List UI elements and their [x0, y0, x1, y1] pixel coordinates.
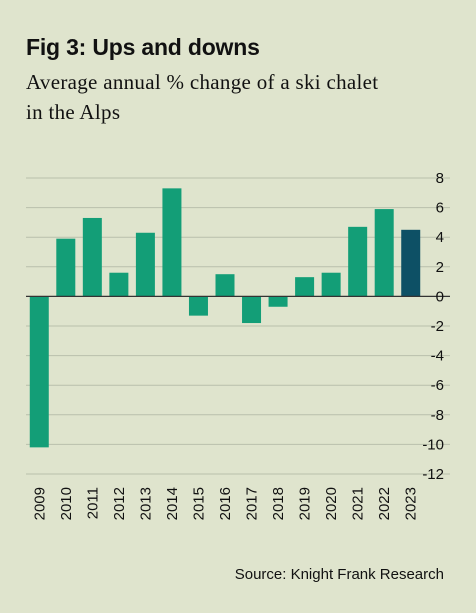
x-axis-ticks: 2009 2010 2011 2012 2013 2014 2015 2016 2017 2018… [31, 487, 419, 520]
y-tick-label: 2 [436, 259, 444, 276]
y-tick-label: -4 [431, 348, 444, 365]
bar-2022 [374, 209, 394, 297]
x-tick-label: 2012 [111, 487, 128, 520]
x-tick-label: 2011 [84, 487, 101, 519]
y-tick-label: 6 [436, 200, 444, 217]
y-tick-label: 0 [436, 288, 444, 305]
y-tick-label: -2 [431, 318, 444, 335]
y-tick-label: -10 [422, 436, 444, 453]
y-axis-ticks: 8 6 4 2 0 -2 -4 -6 -8 -10 -12 [422, 170, 444, 483]
bar-2016 [215, 274, 235, 297]
x-tick-label: 2022 [376, 487, 393, 520]
x-tick-label: 2009 [31, 487, 48, 520]
x-tick-label: 2017 [244, 487, 261, 520]
chart-subtitle: Average annual % change of a ski chalet … [26, 70, 379, 124]
bar-2013 [135, 232, 155, 297]
x-tick-label: 2021 [350, 487, 367, 520]
bar-2020 [321, 272, 341, 297]
bar-2011 [82, 217, 102, 297]
x-tick-label: 2019 [297, 487, 314, 520]
bar-2023 [401, 229, 421, 297]
bar-2018 [268, 296, 288, 307]
y-tick-label: 4 [436, 229, 444, 246]
bar-2021 [348, 226, 368, 297]
chart-title: Fig 3: Ups and downs [26, 34, 260, 60]
y-tick-label: 8 [436, 170, 444, 187]
x-tick-label: 2018 [270, 487, 287, 520]
source-note: Source: Knight Frank Research [234, 566, 444, 583]
y-tick-label: -8 [431, 407, 444, 424]
x-tick-label: 2016 [217, 487, 234, 520]
y-tick-label: -12 [422, 466, 444, 483]
x-tick-label: 2013 [137, 487, 154, 520]
bars [29, 188, 421, 448]
x-tick-label: 2014 [164, 487, 181, 520]
x-tick-label: 2020 [323, 487, 340, 520]
bar-2012 [109, 272, 129, 297]
x-tick-label: 2010 [58, 487, 75, 520]
bar-2010 [56, 238, 76, 297]
bar-2019 [295, 277, 315, 297]
y-tick-label: -6 [431, 377, 444, 394]
x-tick-label: 2023 [403, 487, 420, 520]
bar-2014 [162, 188, 182, 297]
x-tick-label: 2015 [190, 487, 207, 520]
bar-2015 [188, 296, 208, 316]
bar-2017 [242, 296, 262, 324]
bar-2009 [29, 296, 49, 448]
